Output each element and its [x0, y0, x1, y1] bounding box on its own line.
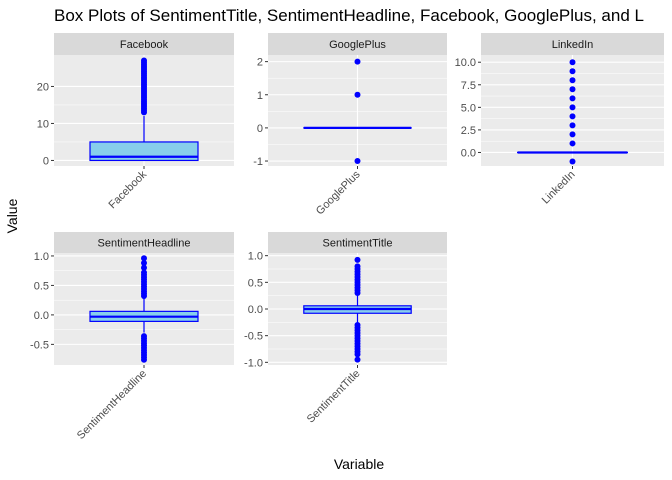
facet-panel-googleplus: GooglePlus -1 0 1 2 GooglePlus — [253, 33, 447, 217]
outlier-point — [354, 158, 361, 165]
facet-panel-sentimentheadline: SentimentHeadline -0.5 0.0 0.5 1.0 SentimentH… — [30, 232, 234, 442]
y-tick-label: 0.0 — [248, 304, 263, 316]
facet-strip-label: SentimentHeadline — [98, 238, 191, 250]
y-tick-label: 5.0 — [461, 102, 476, 114]
outlier-point — [141, 264, 147, 271]
outlier-point — [354, 58, 361, 65]
x-tick-label: SentimentHeadline — [75, 368, 149, 442]
y-tick-label: -0.5 — [30, 339, 49, 351]
y-tick-label: 0 — [257, 123, 263, 135]
facet-strip-label: Facebook — [120, 39, 169, 51]
outlier-point — [569, 158, 576, 165]
outlier-point — [354, 91, 361, 98]
facet-strip — [481, 33, 664, 55]
outlier-point — [569, 104, 576, 111]
y-tick-label: -1.0 — [244, 357, 263, 369]
x-tick-label: GooglePlus — [314, 168, 363, 217]
outlier-point — [354, 322, 361, 328]
outlier-point — [569, 68, 576, 75]
outlier-point — [354, 256, 361, 263]
x-axis-title: Variable — [334, 456, 385, 472]
y-axis-title: Value — [4, 198, 20, 233]
outlier-point — [569, 140, 576, 147]
outlier-point — [569, 59, 576, 66]
facet-strip — [268, 33, 447, 55]
facet-strip-label: SentimentTitle — [323, 238, 393, 250]
outlier-point — [141, 269, 147, 276]
y-tick-label: 0 — [43, 155, 49, 167]
facet-strip — [54, 232, 234, 253]
outlier-point — [569, 86, 576, 93]
outlier-point — [354, 263, 361, 270]
outlier-point — [569, 122, 576, 129]
y-tick-label: 0.0 — [34, 310, 49, 322]
x-tick-label: LinkedIn — [540, 169, 578, 207]
outlier-point — [569, 77, 576, 84]
x-tick-label: SentimentTitle — [305, 368, 363, 426]
y-tick-label: 0.5 — [248, 277, 263, 289]
y-tick-label: 20 — [37, 81, 49, 93]
facet-strip — [54, 33, 234, 55]
y-tick-label: 2 — [257, 57, 263, 69]
x-tick-label: Facebook — [106, 168, 149, 211]
outlier-point — [354, 356, 361, 363]
y-tick-label: 1 — [257, 90, 263, 102]
facet-panel-linkedin: LinkedIn 0.0 2.5 5.0 7.5 10.0 LinkedIn — [455, 33, 664, 207]
y-tick-label: 1.0 — [248, 251, 263, 263]
outlier-point — [569, 131, 576, 138]
y-tick-label: 10 — [37, 118, 49, 130]
y-tick-label: 10.0 — [455, 57, 476, 69]
facet-panel-sentimenttitle: SentimentTitle -1.0 -0.5 0.0 0.5 1.0 Sentiment… — [244, 232, 447, 426]
y-tick-label: 2.5 — [461, 125, 476, 137]
y-tick-label: 7.5 — [461, 80, 476, 92]
y-tick-label: -0.5 — [244, 331, 263, 343]
outlier-point — [569, 95, 576, 102]
facet-panels: Facebook01020FacebookGooglePlus-1012Goog… — [30, 33, 664, 442]
outlier-point — [569, 113, 576, 120]
y-tick-label: -1 — [253, 156, 263, 168]
outlier-point — [141, 333, 147, 340]
chart-title: Box Plots of SentimentTitle, SentimentHe… — [54, 6, 644, 25]
facet-strip-label: GooglePlus — [329, 39, 386, 51]
y-tick-label: 0.0 — [461, 147, 476, 159]
outlier-point — [141, 260, 147, 267]
facet-panel-facebook: Facebook 0 10 20 Facebook — [37, 33, 234, 211]
y-tick-label: 0.5 — [34, 280, 49, 292]
facet-strip — [268, 232, 447, 253]
outlier-point — [141, 57, 147, 64]
outlier-point — [141, 255, 147, 262]
y-tick-label: 1.0 — [34, 251, 49, 263]
facet-strip-label: LinkedIn — [552, 39, 594, 51]
